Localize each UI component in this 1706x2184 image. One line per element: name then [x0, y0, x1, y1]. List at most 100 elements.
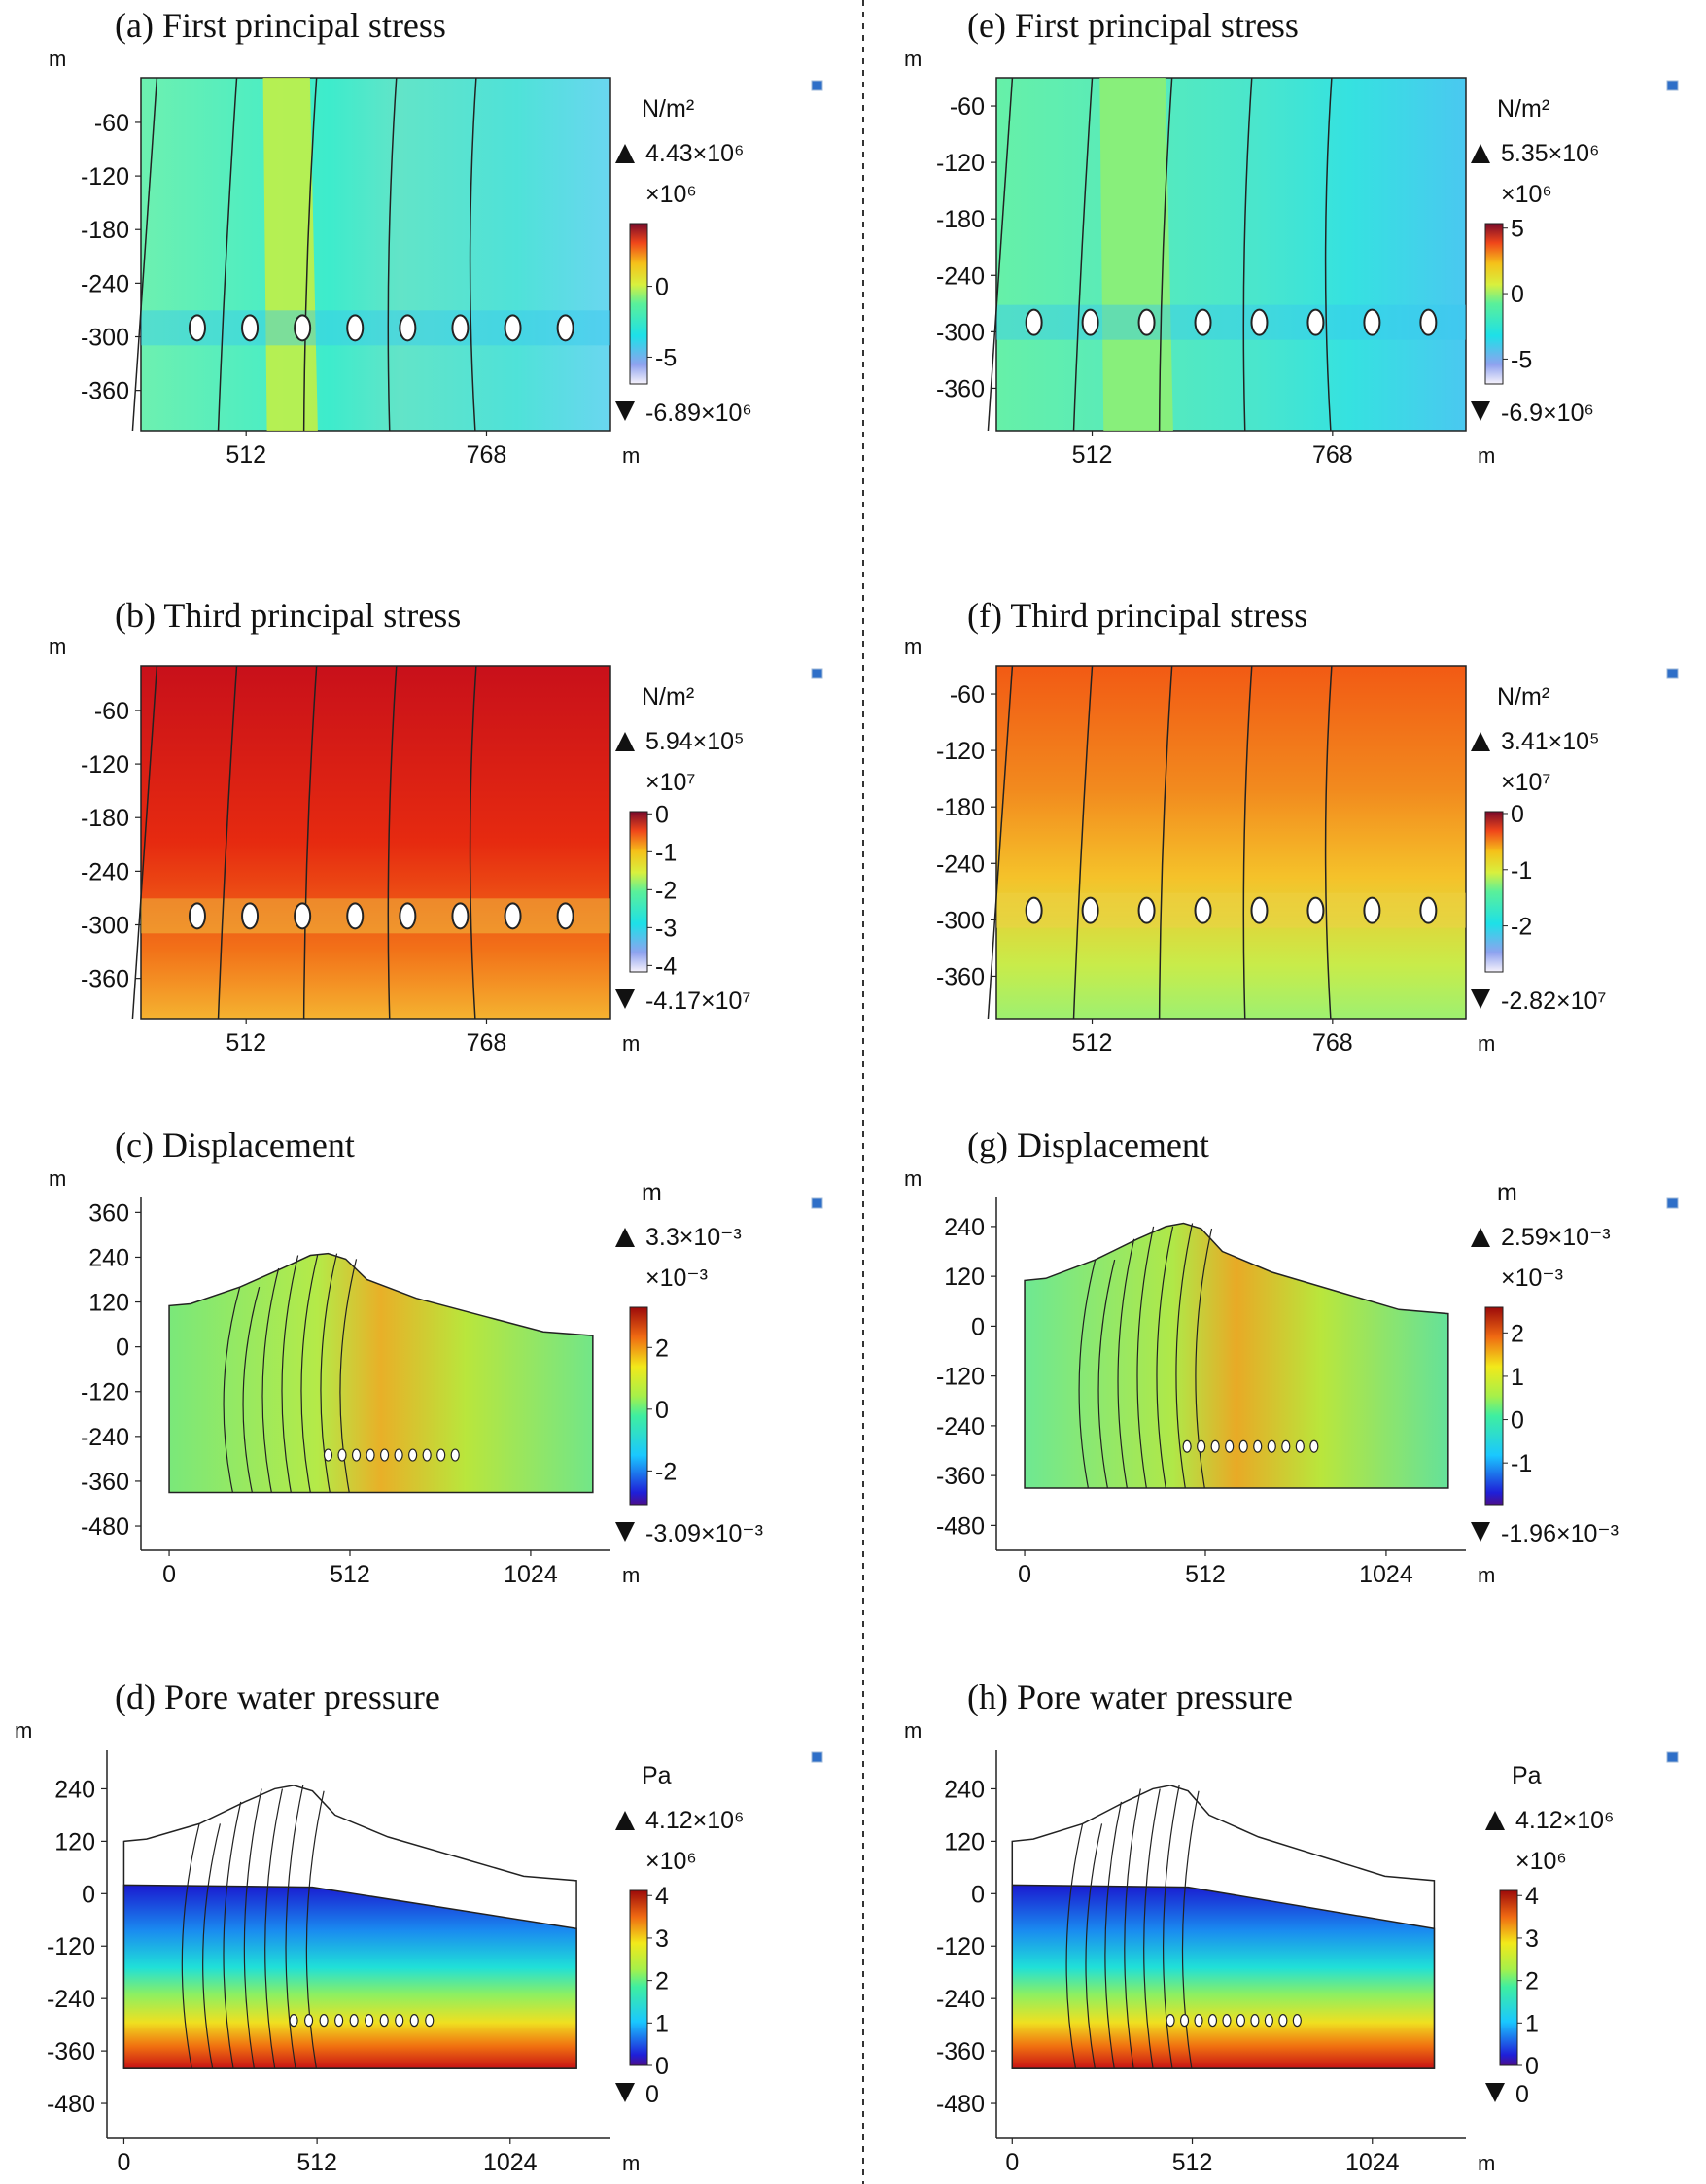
multiplier-label: ×10⁶ [1515, 1848, 1567, 1875]
y-tick-label: 0 [116, 1335, 129, 1362]
min-value-label: 0 [645, 2081, 659, 2108]
multiplier-label: ×10⁻³ [1501, 1265, 1563, 1292]
unit-label: N/m² [1497, 95, 1549, 122]
tunnel-opening [451, 902, 470, 930]
tunnel-opening [337, 1448, 347, 1462]
multiplier-label: ×10⁷ [645, 769, 695, 796]
tunnel-opening [346, 314, 365, 342]
colorbar [629, 223, 648, 385]
layer-line [987, 77, 1014, 432]
tunnel-opening [1197, 1439, 1206, 1453]
tunnel-opening [366, 1448, 375, 1462]
colorbar-tick-label: -1 [655, 839, 677, 866]
tunnel-opening [1250, 2014, 1260, 2028]
colorbar-tick-label: -5 [1511, 346, 1532, 373]
layer-line [1124, 1788, 1141, 2069]
stress-band [262, 78, 318, 431]
min-value-label: -6.89×10⁶ [645, 399, 752, 427]
y-tick-label: -60 [94, 698, 129, 725]
tunnel-opening [241, 902, 260, 930]
tunnel-opening [394, 1448, 403, 1462]
tunnel-opening [1250, 308, 1269, 336]
colorbar [629, 1306, 648, 1506]
min-value-label: -6.9×10⁶ [1501, 399, 1594, 427]
y-tick-label: -360 [47, 2038, 95, 2065]
y-tick-label: 120 [944, 1264, 985, 1291]
min-value-label: -1.96×10⁻³ [1501, 1520, 1619, 1547]
y-tick-label: 240 [944, 1776, 985, 1803]
layer-line [1072, 77, 1094, 432]
y-axis-unit: m [49, 635, 66, 659]
colorbar-tick-label: 2 [1511, 1320, 1524, 1347]
unit-label: N/m² [1497, 683, 1549, 711]
tunnel-opening [1281, 1439, 1291, 1453]
y-tick-label: 240 [88, 1244, 129, 1271]
y-tick-label: 0 [971, 1881, 985, 1908]
tunnel-opening [436, 1448, 446, 1462]
x-tick-label: 0 [118, 2149, 131, 2176]
tunnel-opening [1166, 2014, 1175, 2028]
layer-line [243, 1788, 262, 2069]
panel-title: (g) Displacement [967, 1126, 1209, 1164]
panel-title: (a) First principal stress [115, 6, 446, 45]
layer-line [320, 1253, 338, 1493]
panel-title: (d) Pore water pressure [115, 1678, 440, 1716]
tunnel-opening [1081, 308, 1099, 336]
tunnel-opening [556, 314, 574, 342]
y-tick-label: -360 [81, 1469, 129, 1496]
max-value-label: 5.94×10⁵ [645, 728, 744, 755]
tunnel-opening [188, 314, 206, 342]
x-axis-unit: m [1478, 1031, 1495, 1056]
min-triangle-icon [1471, 989, 1490, 1009]
layer-line [281, 1255, 299, 1493]
y-tick-label: -60 [950, 93, 985, 121]
y-tick-label: 360 [88, 1199, 129, 1227]
layer-line [305, 1790, 325, 2069]
layer-line [181, 1823, 200, 2069]
x-tick-label: 1024 [1345, 2149, 1400, 2176]
layer-line [285, 1785, 304, 2069]
tunnel-opening [289, 2014, 298, 2028]
tunnel-opening [1207, 2014, 1218, 2028]
max-triangle-icon [615, 1228, 635, 1247]
view-square-icon [811, 1197, 823, 1209]
min-triangle-icon [615, 401, 635, 421]
colorbar-tick-label: -2 [1511, 914, 1532, 941]
tunnel-opening [399, 314, 417, 342]
contour-field [995, 665, 1467, 1020]
y-axis-unit: m [15, 1718, 32, 1743]
panel-title: (e) First principal stress [967, 6, 1299, 45]
max-triangle-icon [1471, 1228, 1490, 1247]
min-value-label: 0 [1515, 2081, 1529, 2108]
layer-line [1104, 1801, 1123, 2069]
x-tick-label: 512 [1072, 441, 1113, 468]
layer-line [1065, 1823, 1084, 2069]
tunnel-opening [451, 314, 470, 342]
panel-c: (c) Displacement m m 360 240 120 0 -120 -240 -360… [49, 1126, 823, 1588]
layer-line [387, 665, 398, 1020]
tunnel-opening [365, 2014, 374, 2028]
model-domain [1024, 1222, 1449, 1489]
max-triangle-icon [615, 1811, 635, 1830]
layer-line [217, 77, 238, 432]
layer-line [339, 1259, 358, 1493]
x-tick-label: 0 [1018, 1561, 1031, 1588]
x-tick-label: 512 [296, 2149, 337, 2176]
tunnel-opening [1194, 896, 1212, 924]
max-value-label: 4.43×10⁶ [645, 140, 744, 167]
multiplier-label: ×10⁻³ [645, 1265, 708, 1292]
min-value-label: -4.17×10⁷ [645, 988, 750, 1015]
colorbar [1484, 1306, 1504, 1506]
layer-line [1078, 1259, 1097, 1489]
colorbar-tick-label: -1 [1511, 857, 1532, 884]
y-tick-label: -180 [936, 794, 985, 821]
colorbar-tick-label: 1 [655, 2010, 669, 2037]
tunnel-opening [1250, 896, 1269, 924]
contour-field [995, 77, 1467, 432]
layer-line [1158, 665, 1173, 1020]
colorbar-tick-label: -4 [655, 953, 677, 980]
tunnel-opening [504, 902, 522, 930]
unit-label: N/m² [642, 95, 694, 122]
colorbar-tick-label: 0 [1511, 281, 1524, 308]
layer-line [1158, 77, 1173, 432]
